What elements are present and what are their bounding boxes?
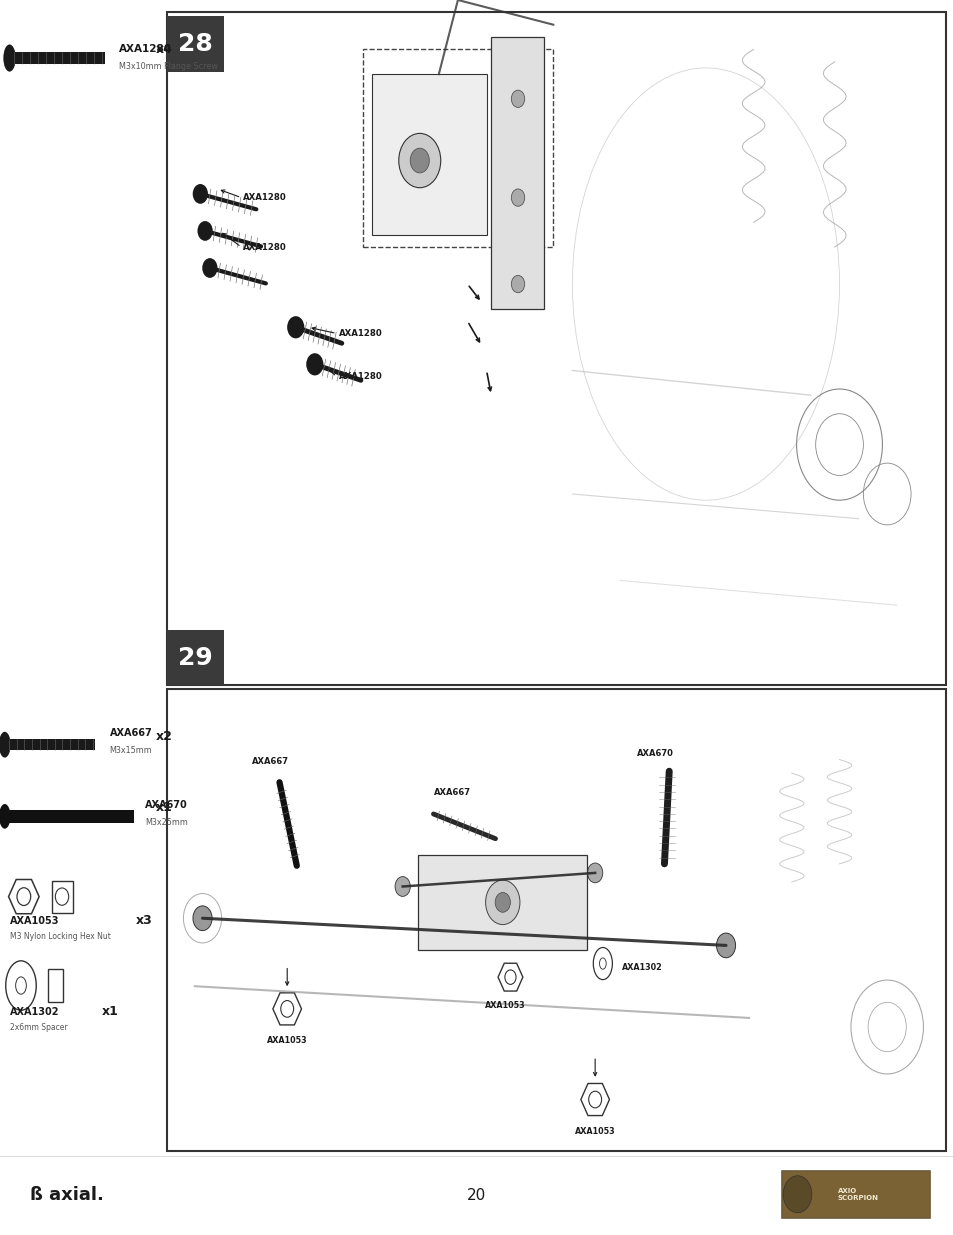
Bar <box>5 810 133 823</box>
Bar <box>10 52 105 63</box>
Text: AXA1053: AXA1053 <box>485 1002 525 1010</box>
Circle shape <box>587 863 602 883</box>
Text: AXA670: AXA670 <box>145 800 188 810</box>
Text: AXA1280: AXA1280 <box>243 242 287 252</box>
Bar <box>48 969 63 1002</box>
Circle shape <box>511 189 524 206</box>
Circle shape <box>193 184 208 204</box>
Bar <box>51 881 72 913</box>
Ellipse shape <box>0 732 10 757</box>
Circle shape <box>782 1176 811 1213</box>
Text: AXA1280: AXA1280 <box>243 193 287 203</box>
FancyBboxPatch shape <box>167 689 945 1151</box>
Text: x3: x3 <box>135 914 152 926</box>
Bar <box>167 630 224 685</box>
Text: x4: x4 <box>155 43 172 56</box>
Circle shape <box>495 893 510 913</box>
Circle shape <box>202 258 217 278</box>
Circle shape <box>395 877 410 897</box>
Bar <box>372 74 486 235</box>
Circle shape <box>197 221 213 241</box>
Text: M3 Nylon Locking Hex Nut: M3 Nylon Locking Hex Nut <box>10 931 111 941</box>
Text: 29: 29 <box>178 646 213 669</box>
FancyBboxPatch shape <box>781 1171 929 1218</box>
Bar <box>5 740 95 750</box>
Circle shape <box>306 353 323 375</box>
Bar <box>417 855 587 950</box>
Text: x1: x1 <box>102 1005 119 1018</box>
Text: AXA1053: AXA1053 <box>267 1036 307 1046</box>
Text: AXA1302: AXA1302 <box>10 1008 59 1018</box>
Bar <box>491 37 543 309</box>
Circle shape <box>716 934 735 958</box>
Text: AXIO
SCORPION: AXIO SCORPION <box>837 1188 878 1200</box>
Text: AXA1302: AXA1302 <box>621 963 662 972</box>
Circle shape <box>398 133 440 188</box>
Text: x1: x1 <box>155 802 172 814</box>
Ellipse shape <box>0 804 10 829</box>
Circle shape <box>410 148 429 173</box>
Text: AXA667: AXA667 <box>110 729 152 739</box>
Bar <box>362 49 553 247</box>
Text: AXA667: AXA667 <box>434 788 471 798</box>
Circle shape <box>193 906 212 931</box>
Text: 20: 20 <box>467 1188 486 1203</box>
Text: AXA1053: AXA1053 <box>10 916 59 926</box>
Text: ß axial.: ß axial. <box>30 1187 104 1204</box>
Text: AXA1280: AXA1280 <box>119 44 172 54</box>
Circle shape <box>511 275 524 293</box>
Text: AXA670: AXA670 <box>636 750 673 758</box>
FancyBboxPatch shape <box>167 12 945 685</box>
Bar <box>167 16 224 72</box>
Ellipse shape <box>4 44 16 72</box>
Text: AXA1280: AXA1280 <box>338 372 382 382</box>
Circle shape <box>287 316 304 338</box>
Text: 28: 28 <box>178 32 213 56</box>
Text: AXA1280: AXA1280 <box>338 329 382 338</box>
Text: 2x6mm Spacer: 2x6mm Spacer <box>10 1023 67 1032</box>
Circle shape <box>511 90 524 107</box>
Text: M3x10mm Flange Screw: M3x10mm Flange Screw <box>119 62 218 72</box>
Text: M3x15mm: M3x15mm <box>110 746 152 756</box>
Text: x2: x2 <box>155 730 172 742</box>
Circle shape <box>485 881 519 925</box>
Text: AXA1053: AXA1053 <box>575 1128 615 1136</box>
Text: M3x25mm: M3x25mm <box>145 818 188 827</box>
Text: AXA667: AXA667 <box>252 757 288 766</box>
